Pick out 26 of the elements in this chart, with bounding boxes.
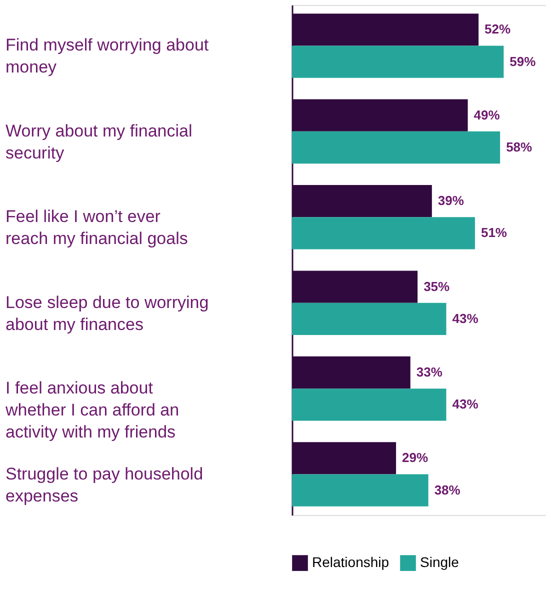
data-label: 33% <box>416 364 443 380</box>
data-label: 43% <box>452 396 479 412</box>
data-label: 39% <box>438 193 464 208</box>
data-label: 35% <box>424 278 450 294</box>
data-label: 43% <box>452 310 479 326</box>
y-tick-label: Struggle to pay household expenses <box>6 464 204 506</box>
bar <box>292 131 500 164</box>
data-label: 52% <box>484 22 512 37</box>
legend-label: Relationship <box>312 554 390 570</box>
y-tick-label: Find myself worrying about money <box>6 36 209 77</box>
bar <box>292 217 475 250</box>
bar <box>292 388 446 421</box>
y-tick-label: Feel like I won’t ever reach my financial goals <box>6 207 188 248</box>
data-label: 38% <box>434 482 461 498</box>
bar <box>292 46 504 78</box>
legend-label: Single <box>420 554 460 570</box>
data-label: 49% <box>474 107 500 122</box>
data-label: 58% <box>506 140 533 154</box>
data-label: 29% <box>402 450 428 466</box>
y-tick-label: Worry about my financial security <box>6 121 192 162</box>
data-label: 59% <box>510 54 536 69</box>
y-tick-label: I feel anxious about whether I can afford an activity with my friends <box>4 378 180 442</box>
bar <box>292 302 446 335</box>
bar <box>292 474 428 506</box>
y-tick-label: Lose sleep due to worrying about my finances <box>6 292 209 334</box>
data-label: 51% <box>480 225 508 240</box>
